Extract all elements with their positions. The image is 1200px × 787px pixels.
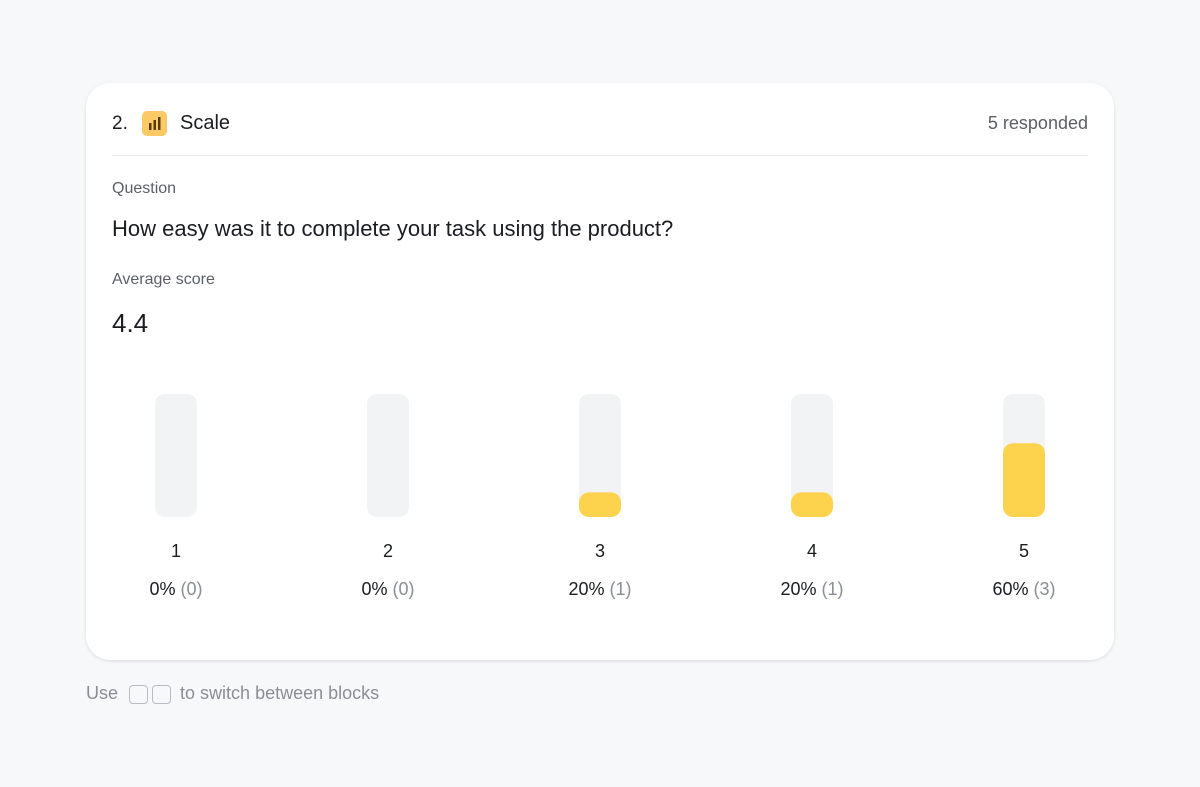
score-chart [155, 394, 1045, 517]
responded-count: 5 responded [987, 113, 1088, 133]
percent-label: 20% [780, 579, 817, 599]
block-number: 2. [112, 113, 128, 134]
question-text: How easy was it to complete your task us… [112, 216, 674, 241]
down-key [152, 684, 172, 704]
percent-label: 0% [361, 579, 388, 599]
block-type: Scale [180, 112, 231, 134]
category-label: 2 [382, 541, 393, 561]
category-label: 5 [1018, 541, 1029, 561]
count-label: (0) [180, 579, 203, 599]
scale-card [86, 83, 1114, 660]
category-label: 1 [170, 541, 181, 561]
percent-label: 60% [992, 579, 1029, 599]
count-label: (1) [821, 579, 844, 599]
result-label: 0% (0) [308, 579, 468, 600]
average-score: 4.4 [112, 308, 149, 338]
result-label: 20% (1) [732, 579, 892, 600]
result-label: 0% (0) [96, 579, 256, 600]
category-label: 4 [806, 541, 817, 561]
scale-icon [142, 111, 167, 136]
result-label: 60% (3) [944, 579, 1104, 600]
category-label: 3 [594, 541, 605, 561]
result-label: 20% (1) [520, 579, 680, 600]
bar-track [579, 394, 621, 517]
percent-label: 0% [149, 579, 176, 599]
bar [791, 492, 833, 517]
footer-prefix: Use [86, 683, 119, 703]
bar-track [367, 394, 409, 517]
footer-hint: Use to switch between blocks [86, 683, 379, 704]
question-label: Question [112, 180, 177, 197]
bar-track [791, 394, 833, 517]
average-label: Average score [112, 271, 215, 288]
bar-track [155, 394, 197, 517]
up-key [129, 684, 149, 704]
count-label: (1) [609, 579, 632, 599]
divider [112, 155, 1088, 156]
count-label: (3) [1033, 579, 1056, 599]
bar [579, 492, 621, 517]
count-label: (0) [392, 579, 415, 599]
percent-label: 20% [568, 579, 605, 599]
footer-suffix: to switch between blocks [180, 683, 380, 703]
bar [1003, 443, 1045, 517]
